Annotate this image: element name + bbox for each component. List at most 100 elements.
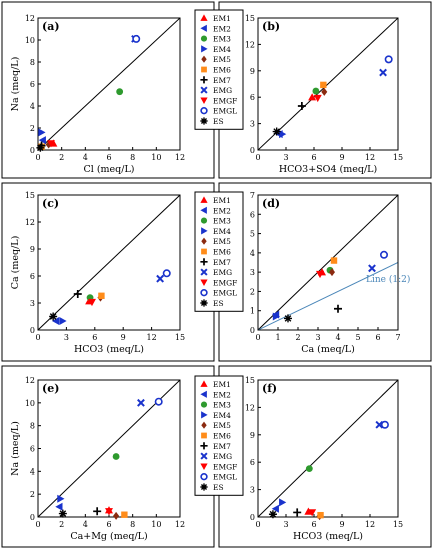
plot-area [257,194,399,331]
data-point-em6 [317,511,324,519]
x-axis-label: Ca (meq/L) [301,344,355,355]
one-to-two-line [258,262,398,330]
legend-label: ES [213,483,224,492]
data-point-em6 [98,292,105,299]
x-tick-label: 12 [365,153,375,162]
data-point-emgl [132,34,141,43]
data-point-em5 [329,268,335,277]
y-tick-label: 12 [245,40,255,49]
y-tick-label: 12 [25,218,35,227]
y-tick-label: 4 [30,102,35,111]
legend-marker-em4 [201,45,208,53]
data-point-emgf [316,270,324,279]
legend-marker-emgf [200,463,208,470]
legend-marker-em4 [201,227,208,235]
legend-marker-em2 [200,206,207,214]
legend-marker-em1 [200,380,208,387]
data-point-emgl [379,250,388,259]
legend-label: EM7 [213,258,231,267]
x-tick-label: 4 [335,333,340,342]
x-tick-label: 6 [375,333,380,342]
data-point-emgl [380,420,389,429]
x-tick-label: 10 [151,153,161,162]
legend-marker-emgf [200,279,208,286]
x-tick-label: 15 [393,520,403,529]
y-tick-label: 3 [250,268,255,277]
data-point-em4 [272,312,280,321]
x-tick-label: 2 [59,153,64,162]
data-point-em3 [305,465,313,472]
x-tick-label: 9 [121,333,126,342]
legend-marker-emgl [200,107,208,115]
y-tick-label: 8 [30,58,35,67]
legend-label: EM6 [213,66,231,75]
y-tick-label: 10 [25,399,35,408]
y-tick-label: 6 [30,272,35,281]
legend-label: EM5 [213,237,231,246]
legend-label: EM6 [213,432,231,441]
y-tick-label: 15 [245,14,255,23]
x-tick-label: 6 [106,153,111,162]
y-tick-label: 1 [250,307,255,316]
x-tick-label: 0 [35,333,40,342]
y-tick-label: 6 [250,93,255,102]
legend-marker-em5 [201,237,207,245]
x-tick-label: 4 [83,520,88,529]
y-tick-label: 9 [30,245,35,254]
data-point-em4 [59,317,67,325]
y-tick-label: 0 [30,326,35,335]
y-tick-label: 12 [25,376,35,385]
y-tick-label: 6 [250,458,255,467]
data-point-emgf [47,140,56,148]
legend-marker-em3 [200,401,208,408]
y-tick-label: 2 [30,124,35,133]
legend-marker-em7 [200,258,208,266]
one-to-one-line [38,18,180,150]
data-point-em7 [73,290,82,298]
y-tick-label: 3 [250,120,255,129]
data-point-es [49,312,58,321]
x-tick-label: 10 [151,520,161,529]
x-tick-label: 6 [92,333,97,342]
data-point-emgl [384,55,393,64]
x-tick-label: 9 [339,153,344,162]
legend-label: ES [213,117,224,126]
panel-label: (d) [262,197,280,210]
x-tick-label: 6 [106,520,111,529]
one-to-one-line [38,195,180,330]
legend-label: EM1 [213,196,231,205]
x-tick-label: 6 [311,153,316,162]
data-point-em3 [112,453,120,460]
chart-panel-0: 0 2 4 6 8 10 12 0 2 4 6 8 10 12 Cl (meq/L) Na (meq/L) (a… [10,14,185,175]
legend-marker-em3 [200,217,208,224]
y-axis-label: Na (meq/L) [10,57,21,112]
y-tick-label: 10 [25,36,35,45]
data-point-em5 [321,87,328,96]
data-point-em5 [113,511,120,520]
data-point-em7 [297,102,306,110]
data-point-emg [368,264,376,273]
legend-marker-emgf [200,97,208,104]
x-tick-label: 3 [315,333,320,342]
chart-panel-4: 0 2 4 6 8 10 12 0 2 4 6 8 10 12 Ca+Mg (meq/L) Na (meq/L… [10,376,185,542]
y-axis-label: Na (meq/L) [10,421,21,476]
legend-label: EM1 [213,380,231,389]
data-point-em2 [51,317,60,325]
x-tick-label: 3 [283,153,288,162]
plot-area [257,17,399,151]
y-tick-label: 7 [250,191,255,200]
x-tick-label: 15 [175,333,185,342]
x-tick-label: 0 [35,520,40,529]
legend-label: EM2 [213,206,231,215]
legend-marker-em1 [200,14,208,21]
data-point-es [268,510,277,519]
data-point-emg [137,398,145,407]
legend-label: EM3 [213,401,231,410]
legend-marker-em6 [201,248,207,255]
